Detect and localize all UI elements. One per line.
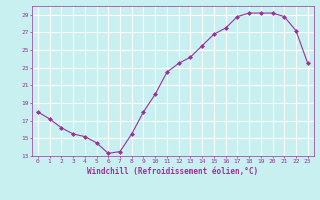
X-axis label: Windchill (Refroidissement éolien,°C): Windchill (Refroidissement éolien,°C) xyxy=(87,167,258,176)
